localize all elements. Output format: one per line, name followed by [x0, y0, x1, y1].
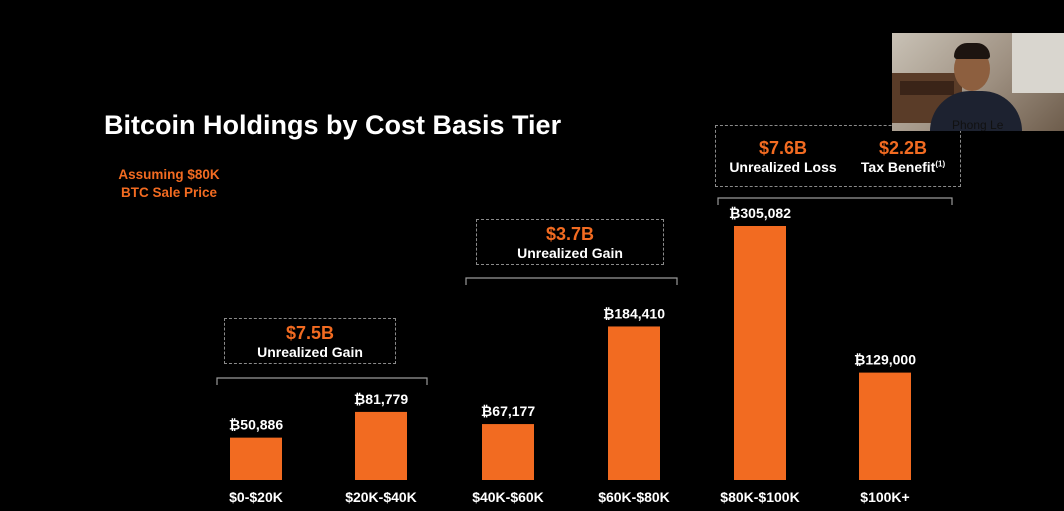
callout-mid-tiers: $3.7B Unrealized Gain: [476, 219, 664, 265]
bar-value-label-0: ₿50,886: [229, 417, 283, 433]
bar-value-label-1: ₿81,779: [354, 391, 408, 407]
x-tick-label-3: $60K-$80K: [598, 489, 670, 505]
slide-title: Bitcoin Holdings by Cost Basis Tier: [104, 110, 562, 140]
callout-high-tiers: $7.6B Unrealized Loss $2.2B Tax Benefit(…: [715, 125, 961, 187]
bracket-mid-tiers: [465, 277, 678, 285]
x-tick-label-0: $0-$20K: [229, 489, 283, 505]
presenter-name: Phong Le: [952, 118, 1004, 131]
callout-mid-tiers-value: $3.7B: [545, 224, 595, 244]
bar-0: [230, 437, 282, 480]
bracket-low-tiers: [216, 377, 428, 385]
x-tick-label-4: $80K-$100K: [720, 489, 799, 505]
bar-value-label-3: ₿184,410: [603, 305, 665, 321]
callout-tax-value: $2.2B: [878, 138, 928, 158]
callout-tax-label: Tax Benefit: [860, 159, 936, 175]
bar-value-label-2: ₿67,177: [481, 403, 535, 419]
sale-price-assumption: Assuming $80K BTC Sale Price: [104, 166, 234, 202]
bar-4: [734, 226, 786, 480]
callout-low-tiers: $7.5B Unrealized Gain: [224, 318, 396, 364]
bar-value-label-4: ₿305,082: [729, 205, 791, 221]
bracket-high-tiers: [717, 197, 953, 205]
presenter-webcam: Phong Le: [892, 33, 1064, 131]
group-brackets: [216, 197, 953, 385]
bar-5: [859, 372, 911, 480]
bar-value-label-5: ₿129,000: [854, 352, 916, 368]
callout-high-tiers-label: Unrealized Loss: [729, 159, 837, 175]
x-tick-label-2: $40K-$60K: [472, 489, 544, 505]
bar-2: [482, 424, 534, 480]
assumption-line-1: Assuming $80K: [118, 167, 220, 182]
callout-mid-tiers-label: Unrealized Gain: [517, 245, 623, 261]
callout-high-tiers-value: $7.6B: [758, 138, 808, 158]
callout-low-tiers-value: $7.5B: [285, 323, 335, 343]
x-tick-label-5: $100K+: [860, 489, 909, 505]
bar-1: [355, 411, 407, 480]
callout-tax-label-wrap: Tax Benefit(1): [848, 159, 958, 175]
footnote-marker: (1): [935, 159, 946, 169]
bar-3: [608, 326, 660, 480]
assumption-line-2: BTC Sale Price: [120, 185, 218, 200]
callout-low-tiers-label: Unrealized Gain: [257, 344, 363, 360]
x-tick-label-1: $20K-$40K: [345, 489, 417, 505]
